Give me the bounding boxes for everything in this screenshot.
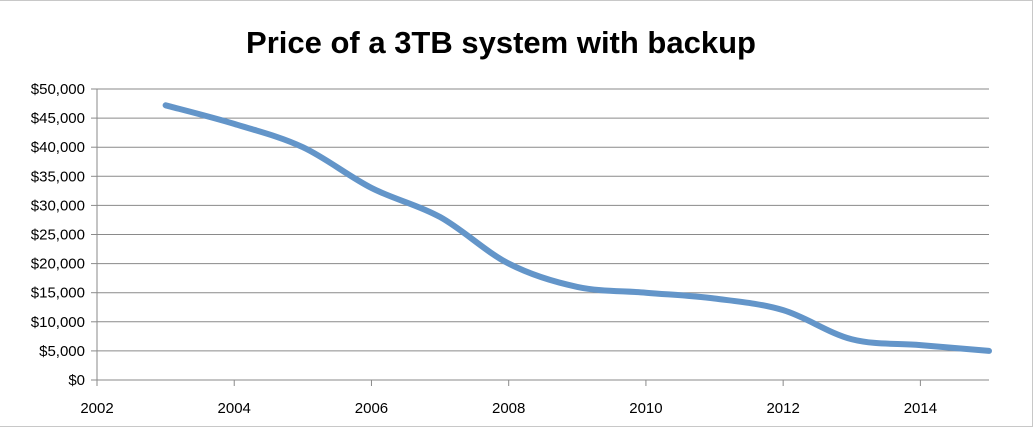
y-tick-label: $25,000	[31, 227, 85, 244]
x-tick-label: 2014	[904, 400, 937, 417]
x-tick-label: 2006	[355, 400, 388, 417]
y-tick-label: $0	[68, 372, 85, 389]
y-tick-label: $40,000	[31, 139, 85, 156]
y-tick-label: $15,000	[31, 285, 85, 302]
x-tick-label: 2012	[766, 400, 799, 417]
y-tick-label: $10,000	[31, 314, 85, 331]
x-tick-label: 2008	[492, 400, 525, 417]
y-tick-label: $20,000	[31, 256, 85, 273]
y-tick-label: $50,000	[31, 81, 85, 98]
gridlines	[97, 88, 989, 352]
axes	[91, 88, 989, 386]
x-tick-label: 2004	[218, 400, 251, 417]
y-tick-label: $30,000	[31, 197, 85, 214]
chart-title: Price of a 3TB system with backup	[246, 25, 756, 60]
x-tick-label: 2002	[80, 400, 113, 417]
x-axis-tick-labels: 2002 2004 2006 2008 2010 2012 2014	[80, 400, 937, 417]
y-axis-tick-labels: $0 $5,000 $10,000 $15,000 $20,000 $25,000 $30,…	[31, 81, 85, 389]
y-tick-label: $5,000	[39, 343, 85, 360]
y-tick-label: $35,000	[31, 168, 85, 185]
x-tick-label: 2010	[629, 400, 662, 417]
y-tick-label: $45,000	[31, 110, 85, 127]
series-line	[162, 102, 992, 354]
series-layer	[162, 102, 992, 354]
